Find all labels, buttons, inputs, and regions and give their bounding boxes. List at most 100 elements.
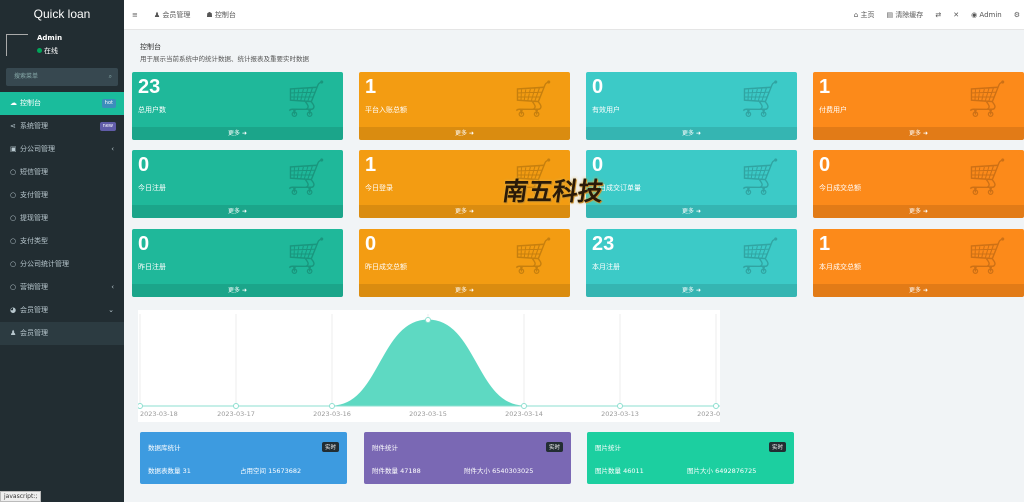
fullscreen-icon[interactable]: ✕ <box>953 11 960 19</box>
cart-icon: 🛒︎ <box>964 157 1010 198</box>
sidebar-item-label: 短信管理 <box>20 168 48 176</box>
sidebar-item[interactable]: ☁ 控制台 hot <box>0 92 124 115</box>
cart-icon: 🛒︎ <box>510 157 556 198</box>
more-link[interactable]: 更多 ➜ <box>813 205 1024 218</box>
tab-member[interactable]: ♟ 会员管理 <box>153 11 191 19</box>
chevron-icon: ‹ <box>111 145 114 153</box>
chart: 2023-03-18 2023-03-17 2023-03-16 2023-03-15… <box>137 310 735 422</box>
more-link[interactable]: 更多 ➜ <box>813 127 1024 140</box>
circle-icon: ○ <box>10 260 17 268</box>
chart-svg: 2023-03-18 2023-03-17 2023-03-16 2023-03-15… <box>137 314 735 418</box>
stat-value: 1 <box>819 76 831 98</box>
stat-value: 0 <box>819 154 831 176</box>
sidebar-item-label: 会员管理 <box>20 306 48 314</box>
stat-value: 1 <box>365 154 377 176</box>
cart-icon: 🛒︎ <box>737 157 783 198</box>
brand-logo[interactable]: Quick loan <box>0 0 124 30</box>
data-point[interactable] <box>329 403 335 409</box>
circle-icon: ○ <box>10 283 17 291</box>
translate-icon[interactable]: ⇄ <box>935 11 942 19</box>
stat-value: 0 <box>592 76 604 98</box>
data-point[interactable] <box>521 403 527 409</box>
sidebar-item[interactable]: ○ 提现管理 <box>0 207 124 230</box>
circle-icon: ○ <box>10 214 17 222</box>
sidebar-item[interactable]: ○ 短信管理 <box>0 161 124 184</box>
admin-menu[interactable]: ◉ Admin <box>971 11 1002 19</box>
data-point[interactable] <box>137 403 143 409</box>
stat-card: 23 本月注册 🛒︎ 更多 ➜ <box>586 229 797 297</box>
group-icon: ▣ <box>10 145 17 153</box>
sidebar-item-label: 控制台 <box>20 99 41 107</box>
menu-badge: hot <box>101 99 116 108</box>
x-tick-label: 2023-03-16 <box>313 410 351 418</box>
stat-value: 1 <box>819 233 831 255</box>
data-point[interactable] <box>233 403 239 409</box>
home-link[interactable]: ⌂ 主页 <box>853 11 875 19</box>
data-point[interactable] <box>617 403 623 409</box>
stat-value: 0 <box>138 154 150 176</box>
more-link[interactable]: 更多 ➜ <box>132 127 343 140</box>
stat-label: 今日成交总额 <box>819 184 861 192</box>
user-status: 在线 <box>37 46 58 56</box>
data-point[interactable] <box>425 317 431 323</box>
stat-value: 0 <box>592 154 604 176</box>
stat-card: 0 昨日成交总额 🛒︎ 更多 ➜ <box>359 229 570 297</box>
x-tick-label: 2023-03-13 <box>601 410 639 418</box>
sidebar-item[interactable]: ○ 支付管理 <box>0 184 124 207</box>
more-link[interactable]: 更多 ➜ <box>359 205 570 218</box>
data-point[interactable] <box>713 403 719 409</box>
x-tick-label: 2023-03-18 <box>140 410 178 418</box>
stat-card: 23 总用户数 🛒︎ 更多 ➜ <box>132 72 343 140</box>
stat-label: 本月注册 <box>592 263 620 271</box>
summary-box: 数据库统计 实时 数据表数量 31 占用空间 15673682 <box>140 432 347 484</box>
sidebar-item[interactable]: ♟ 会员管理 <box>0 322 124 345</box>
user-panel: Admin 在线 <box>0 30 124 62</box>
page-subtitle: 用于展示当前系统中的统计数据、统计报表及重要实时数据 <box>140 55 309 63</box>
sidebar-item[interactable]: ○ 分公司统计管理 <box>0 253 124 276</box>
clear-cache-button[interactable]: ▤ 清除缓存 <box>886 11 924 19</box>
menu-toggle-icon[interactable]: ≡ <box>132 11 138 19</box>
sidebar-item[interactable]: ▣ 分公司管理 ‹ <box>0 138 124 161</box>
sidebar-item[interactable]: ◕ 会员管理 ⌄ <box>0 299 124 322</box>
stat-card: 0 今日成交总额 🛒︎ 更多 ➜ <box>813 150 1024 218</box>
more-link[interactable]: 更多 ➜ <box>586 205 797 218</box>
stat-card: 1 本月成交总额 🛒︎ 更多 ➜ <box>813 229 1024 297</box>
summary-box: 图片统计 实时 图片数量 46011 图片大小 6492876725 <box>587 432 794 484</box>
tab-dashboard[interactable]: ☗ 控制台 <box>206 11 236 19</box>
stat-card: 0 今日注册 🛒︎ 更多 ➜ <box>132 150 343 218</box>
circle-icon: ○ <box>10 237 17 245</box>
x-tick-label: 2023-03-17 <box>217 410 255 418</box>
cart-icon: 🛒︎ <box>283 157 329 198</box>
realtime-badge: 实时 <box>545 442 563 452</box>
more-link[interactable]: 更多 ➜ <box>813 284 1024 297</box>
stat-card: 0 有效用户 🛒︎ 更多 ➜ <box>586 72 797 140</box>
circle-icon: ○ <box>10 168 17 176</box>
stat-label: 总用户数 <box>138 106 166 114</box>
chevron-icon: ⌄ <box>108 306 114 314</box>
x-tick-label: 2023-03-12 <box>697 410 720 418</box>
share-icon: ⋖ <box>10 122 16 130</box>
more-link[interactable]: 更多 ➜ <box>132 205 343 218</box>
more-link[interactable]: 更多 ➜ <box>586 127 797 140</box>
stat-value: 0 <box>365 233 377 255</box>
stat-value: 23 <box>138 76 161 98</box>
sidebar-item[interactable]: ○ 支付类型 <box>0 230 124 253</box>
menu-search-input[interactable]: 搜索菜单 ⌕ <box>6 68 118 86</box>
stat-label: 今日登录 <box>365 184 393 192</box>
avatar <box>6 34 28 56</box>
settings-icon[interactable]: ⚙ <box>1013 11 1020 19</box>
sidebar-item-label: 分公司管理 <box>20 145 55 153</box>
more-link[interactable]: 更多 ➜ <box>132 284 343 297</box>
box-stat-count: 附件数量 47188 <box>372 467 421 475</box>
sidebar-item-label: 系统管理 <box>20 122 48 130</box>
more-link[interactable]: 更多 ➜ <box>359 127 570 140</box>
area-series <box>139 319 716 407</box>
cart-icon: 🛒︎ <box>964 79 1010 120</box>
more-link[interactable]: 更多 ➜ <box>586 284 797 297</box>
sidebar-item[interactable]: ⋖ 系统管理 new <box>0 115 124 138</box>
more-link[interactable]: 更多 ➜ <box>359 284 570 297</box>
search-icon[interactable]: ⌕ <box>108 73 112 80</box>
stat-label: 昨日成交总额 <box>365 263 407 271</box>
sidebar-item[interactable]: ○ 营销管理 ‹ <box>0 276 124 299</box>
cart-icon: 🛒︎ <box>510 236 556 277</box>
